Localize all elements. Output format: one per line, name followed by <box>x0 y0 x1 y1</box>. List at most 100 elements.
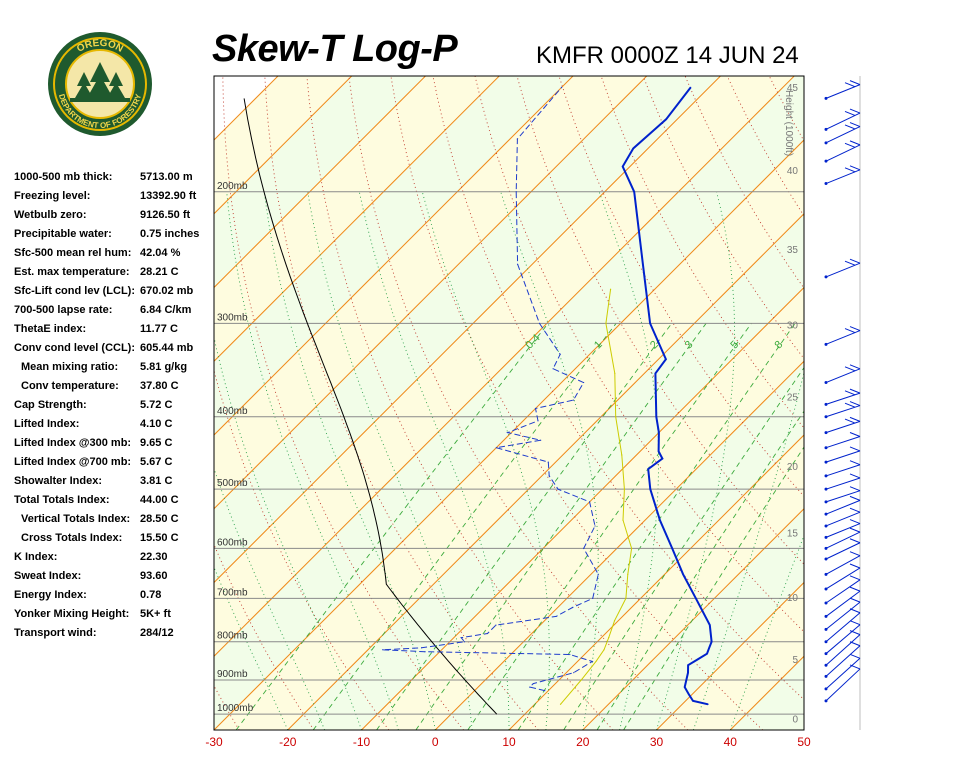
sounding-point <box>710 641 713 643</box>
wind-barb-base <box>824 587 828 591</box>
dry-adiabat <box>600 76 804 429</box>
sounding-point <box>569 653 571 656</box>
stat-value: 9.65 C <box>140 437 173 449</box>
x-tick-label: 10 <box>502 735 516 749</box>
x-tick-label: 30 <box>650 735 664 749</box>
dry-adiabat <box>642 76 804 360</box>
stat-row: Precipitable water: 0.75 inches <box>14 225 214 244</box>
wind-barb-base <box>824 546 828 550</box>
sounding-point <box>692 700 694 702</box>
sounding-point <box>561 86 563 88</box>
sounding-point <box>552 368 554 370</box>
sounding-point <box>507 431 509 434</box>
wind-barb-feather <box>849 80 861 86</box>
isobar-label: 800mb <box>217 631 248 642</box>
sounding-point <box>605 322 607 324</box>
wind-barb-feather <box>849 630 861 636</box>
sounding-point <box>532 682 534 685</box>
sounding-point <box>424 651 426 653</box>
stat-label: Sfc-500 mean rel hum: <box>14 247 132 259</box>
isotherm <box>434 360 804 730</box>
stat-value: 605.44 mb <box>140 342 194 354</box>
sounding-point <box>516 138 518 140</box>
isobar-label: 700mb <box>217 587 248 598</box>
sounding-point <box>707 703 709 705</box>
stat-row: Wetbulb zero: 9126.50 ft <box>14 206 214 225</box>
dry-adiabat <box>306 76 614 730</box>
wind-barb-base <box>824 415 828 419</box>
stat-value: 0.75 inches <box>140 228 200 240</box>
stat-label: Wetbulb zero: <box>14 209 87 221</box>
stat-value: 3.81 C <box>140 475 173 487</box>
isotherm <box>214 76 721 584</box>
wind-barb <box>824 140 861 163</box>
wind-barb-base <box>824 687 828 691</box>
wind-barb-feather <box>849 486 861 492</box>
svg-text:OREGON: OREGON <box>75 38 125 55</box>
isotherm <box>214 76 426 289</box>
sounding-point <box>622 165 624 168</box>
isobar-label: 900mb <box>217 669 248 680</box>
sounding-point <box>682 573 684 575</box>
wind-barb-staff <box>825 450 861 463</box>
stat-label: Lifted Index: <box>14 418 80 430</box>
stat-row: Yonker Mixing Height: 5K+ ft <box>14 605 214 624</box>
wind-barb-staff <box>825 490 861 503</box>
stat-row: Sfc-Lift cond lev (LCL): 670.02 mb <box>14 282 214 301</box>
wind-barb-staff <box>825 612 861 643</box>
sounding-point <box>591 660 593 663</box>
wind-barb-staff <box>825 464 861 477</box>
sounding-point <box>421 647 423 649</box>
dry-adiabat <box>937 76 960 730</box>
sounding-point <box>687 664 689 666</box>
wind-barb-feather <box>849 108 861 114</box>
stat-value: 6.84 C/km <box>140 304 192 316</box>
stat-value: 5K+ ft <box>140 608 171 620</box>
wind-barb-base <box>824 640 828 644</box>
wind-barb-feather <box>849 258 861 264</box>
isotherm <box>878 76 960 730</box>
sounding-point <box>659 519 661 521</box>
wind-barb-feather <box>849 620 861 626</box>
sounding-point <box>495 624 497 626</box>
wind-barb <box>824 551 861 576</box>
sounding-point <box>516 263 519 265</box>
mixing-ratio-line <box>467 323 752 730</box>
wind-barb <box>824 641 861 678</box>
wind-barb-feather <box>849 364 861 370</box>
parcel-path <box>243 98 498 715</box>
sounding-point <box>544 690 546 692</box>
stat-row: Mean mixing ratio: 5.81 g/kg <box>14 358 214 377</box>
stat-label: Mean mixing ratio: <box>21 361 119 373</box>
stat-label: 700-500 lapse rate: <box>14 304 113 316</box>
wind-barb-feather <box>849 326 861 332</box>
wind-barb-feather <box>844 390 856 396</box>
dry-adiabat <box>895 76 960 730</box>
stat-value: 0.78 <box>140 589 162 601</box>
sounding-point <box>547 461 549 463</box>
wind-barb-base <box>824 159 828 163</box>
chart-title: Skew-T Log-P <box>212 28 458 70</box>
wind-barb <box>824 507 861 528</box>
sounding-point <box>594 525 596 527</box>
stat-label: Showalter Index: <box>14 475 103 487</box>
wind-barb-feather <box>849 507 861 513</box>
sounding-point <box>625 597 627 599</box>
stat-value: 22.30 <box>140 551 168 563</box>
wind-barb-feather <box>844 402 856 408</box>
wind-barb-base <box>824 487 828 491</box>
height-tick-label: 40 <box>787 166 799 177</box>
sounding-point <box>623 488 626 490</box>
wind-barb-feather <box>849 519 861 525</box>
wind-barb-feather <box>849 140 861 146</box>
wind-barb-staff <box>825 144 861 162</box>
sounding-point <box>515 191 517 193</box>
sounding-point <box>671 547 673 549</box>
sounding-point <box>655 416 657 418</box>
wind-barb <box>824 432 861 450</box>
moist-adiabat <box>598 191 660 730</box>
wind-barb <box>824 538 861 561</box>
stat-value: 28.21 C <box>140 266 179 278</box>
stat-row: Showalter Index: 3.81 C <box>14 472 214 491</box>
stat-label: Yonker Mixing Height: <box>14 608 130 620</box>
